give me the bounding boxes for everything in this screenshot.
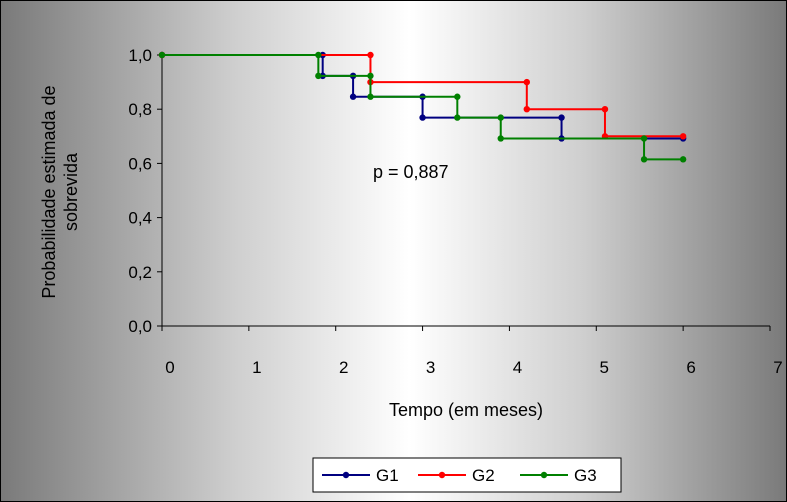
data-point xyxy=(523,78,530,86)
series-line xyxy=(162,54,684,161)
y-tick-label: 0,2 xyxy=(128,263,152,282)
axes: 0,0 0,2 0,4 0,6 0,8 1,0 0 1 2 3 4 5 6 7 xyxy=(128,46,782,377)
legend-marker-g3 xyxy=(540,471,548,479)
data-point xyxy=(640,156,648,163)
y-axis-label: Probabilidade estimada de sobrevida xyxy=(39,85,81,298)
data-point xyxy=(640,135,648,142)
data-point xyxy=(367,51,374,59)
x-tick-label: 1 xyxy=(252,358,261,377)
data-point xyxy=(315,51,322,59)
x-tick-label: 5 xyxy=(600,358,609,377)
data-point xyxy=(679,133,687,140)
x-tick-label: 2 xyxy=(339,358,348,377)
x-tick-label: 3 xyxy=(426,358,435,377)
data-point xyxy=(158,51,166,59)
series-line xyxy=(162,54,684,138)
data-point xyxy=(679,156,687,163)
data-point xyxy=(601,106,609,113)
data-point xyxy=(367,93,374,100)
x-axis-label: Tempo (em meses) xyxy=(389,400,543,420)
legend-label-g1: G1 xyxy=(376,466,399,485)
data-point xyxy=(454,114,461,121)
data-point xyxy=(497,114,504,121)
y-tick-label: 0,6 xyxy=(128,154,152,173)
data-point xyxy=(349,93,357,100)
legend: G1 G2 G3 xyxy=(312,457,622,493)
data-point xyxy=(558,114,565,121)
y-axis-label-line-1: Probabilidade estimada de xyxy=(39,85,59,298)
series-layer xyxy=(158,51,687,163)
data-point xyxy=(497,135,504,142)
p-value-annotation: p = 0,887 xyxy=(373,162,449,182)
y-axis-label-line-2: sobrevida xyxy=(61,152,81,231)
legend-label-g3: G3 xyxy=(574,466,597,485)
x-tick-label: 7 xyxy=(773,358,782,377)
x-tick-label: 4 xyxy=(513,358,522,377)
data-point xyxy=(367,72,374,80)
x-tick-label: 6 xyxy=(686,358,695,377)
x-tick-label: 0 xyxy=(165,358,174,377)
series-g3 xyxy=(158,51,687,163)
legend-marker-g1 xyxy=(342,471,350,479)
legend-marker-g2 xyxy=(438,471,446,479)
y-tick-label: 1,0 xyxy=(128,46,152,65)
data-point xyxy=(419,114,426,121)
data-point xyxy=(523,106,530,113)
data-point xyxy=(454,93,461,100)
legend-label-g2: G2 xyxy=(472,466,495,485)
series-g2 xyxy=(158,51,687,140)
data-point xyxy=(315,72,322,80)
y-tick-label: 0,0 xyxy=(128,317,152,336)
y-tick-label: 0,4 xyxy=(128,209,152,228)
y-tick-label: 0,8 xyxy=(128,100,152,119)
